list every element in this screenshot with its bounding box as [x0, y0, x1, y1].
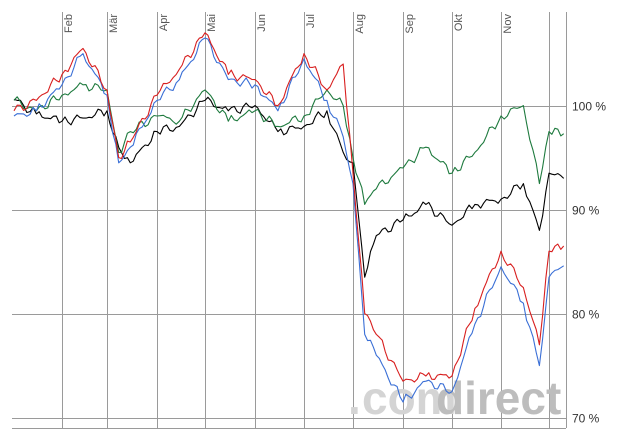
axis-labels: Feb Mär Apr Mai Jun Jul Aug Sep Okt Nov 100 % 90 % 8…	[63, 14, 606, 426]
month-label: Aug	[354, 14, 366, 34]
month-label: Okt	[453, 14, 465, 31]
month-label: Apr	[158, 14, 170, 31]
y-tick-label: 90 %	[572, 204, 600, 218]
y-tick-label: 70 %	[572, 412, 600, 426]
series-lines	[13, 32, 565, 403]
watermark-direct: direct	[436, 372, 561, 424]
series-line-2	[13, 37, 565, 403]
series-line-3	[13, 32, 565, 383]
series-line-0	[13, 96, 565, 278]
series-line-1	[13, 82, 565, 205]
watermark-com: com	[362, 372, 457, 424]
month-label: Mai	[206, 14, 218, 32]
y-tick-label: 80 %	[572, 308, 600, 322]
y-tick-label: 100 %	[572, 100, 606, 114]
comdirect-watermark: . com direct	[348, 372, 561, 424]
axes	[12, 12, 567, 429]
month-label: Sep	[404, 14, 416, 34]
month-label: Feb	[63, 14, 75, 33]
month-label: Jun	[256, 14, 268, 32]
month-label: Jul	[305, 14, 317, 28]
month-label: Nov	[502, 14, 514, 34]
month-label: Mär	[108, 14, 120, 33]
watermark-dot: .	[348, 372, 361, 424]
